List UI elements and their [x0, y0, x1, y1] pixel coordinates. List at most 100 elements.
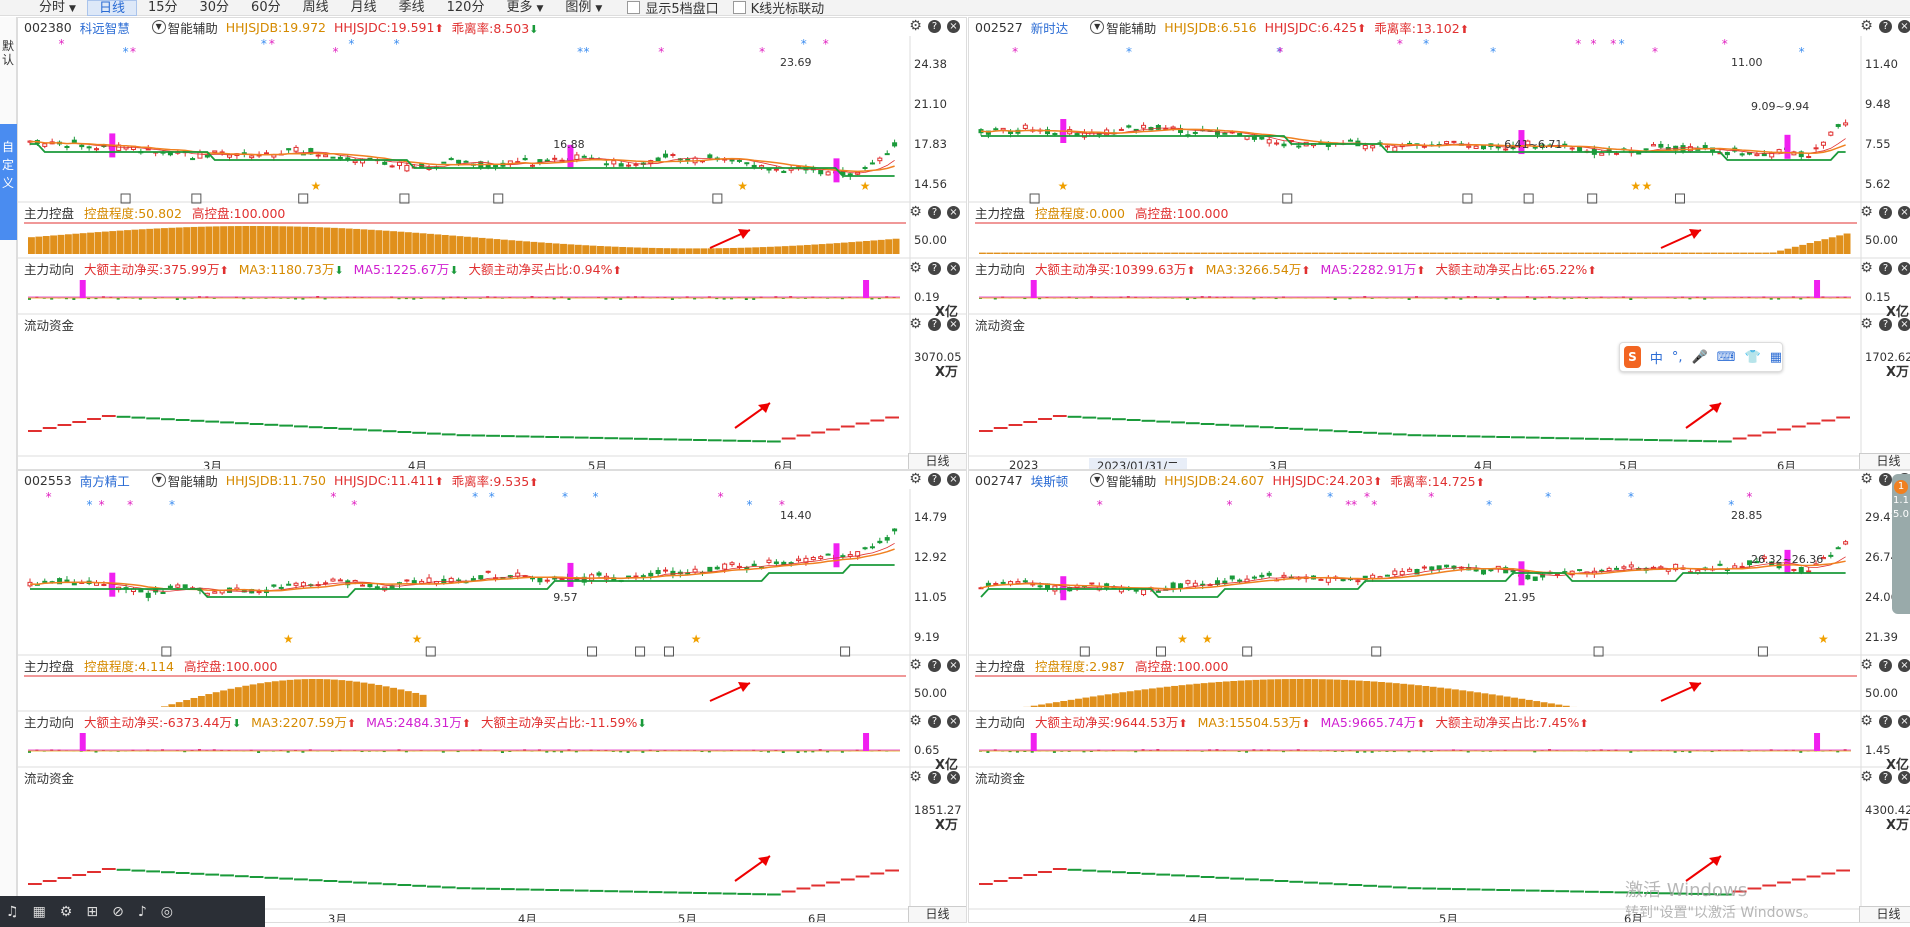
toolbar-item-4[interactable]: 60分: [251, 0, 281, 15]
bell-off-icon[interactable]: ♪: [137, 903, 147, 920]
chart-canvas[interactable]: * * * * * * * * * * * * * * ★ ★ ★ 14.40 9.57: [18, 471, 967, 923]
help-icon[interactable]: ?: [928, 318, 941, 331]
close-icon[interactable]: ×: [1898, 206, 1910, 219]
help-icon[interactable]: ?: [928, 262, 941, 275]
close-icon[interactable]: ×: [1898, 318, 1910, 331]
settings-icon[interactable]: ⚙: [59, 903, 73, 920]
gear-icon[interactable]: ⚙: [909, 316, 922, 332]
close-icon[interactable]: ×: [947, 20, 960, 33]
gear-icon[interactable]: ⚙: [909, 18, 922, 34]
close-icon[interactable]: ×: [1898, 20, 1910, 33]
close-icon[interactable]: ×: [1898, 262, 1910, 275]
smart-assist-button[interactable]: ▼ 智能辅助: [1090, 471, 1156, 490]
gear-icon[interactable]: ⚙: [1860, 471, 1873, 487]
toolbar-item-2[interactable]: 15分: [147, 0, 178, 15]
close-icon[interactable]: ×: [947, 715, 960, 728]
toolbar-item-7[interactable]: 季线: [398, 0, 425, 15]
grid-icon[interactable]: ⊞: [86, 903, 99, 920]
gear-icon[interactable]: ⚙: [1860, 769, 1873, 785]
gear-icon[interactable]: ⚙: [1860, 18, 1873, 34]
stock-pane-002380[interactable]: * * * * * * * * * * * * * * ★ ★ ★ 23.69 16.88 002380 科远智慧 ▼ 智能…: [17, 17, 967, 470]
help-icon[interactable]: ?: [1879, 318, 1892, 331]
gear-icon[interactable]: ⚙: [1860, 713, 1873, 729]
toolbar-item-10[interactable]: 图例 ▼: [565, 0, 603, 15]
checkbox-icon[interactable]: [732, 1, 746, 14]
ime-item-4[interactable]: 👕: [1744, 349, 1761, 365]
gear-icon[interactable]: ⚙: [1860, 657, 1873, 673]
calendar-icon[interactable]: ▦: [32, 903, 46, 920]
smart-assist-button[interactable]: ▼ 智能辅助: [1090, 18, 1156, 37]
toolbar-item-3[interactable]: 30分: [199, 0, 230, 15]
toolbar-item-8[interactable]: 120分: [446, 0, 485, 15]
smart-assist-button[interactable]: ▼ 智能辅助: [151, 471, 218, 490]
help-icon[interactable]: ?: [1879, 473, 1892, 486]
help-icon[interactable]: ?: [1879, 262, 1892, 275]
gear-icon[interactable]: ⚙: [909, 204, 922, 220]
help-icon[interactable]: ?: [928, 771, 941, 784]
ime-item-1[interactable]: °,: [1671, 349, 1683, 365]
ime-item-2[interactable]: 🎤: [1691, 349, 1708, 365]
help-icon[interactable]: ?: [928, 206, 941, 219]
toolbar-item-9[interactable]: 更多 ▼: [506, 0, 544, 15]
custom-tab[interactable]: 自定义: [0, 124, 17, 240]
close-icon[interactable]: ×: [1898, 771, 1910, 784]
music-icon[interactable]: ♫: [6, 903, 19, 920]
period-button[interactable]: 日线: [908, 453, 966, 469]
toolbar-checkbox-1[interactable]: 显示5档盘口: [627, 0, 719, 17]
gear-icon[interactable]: ⚙: [1860, 204, 1873, 220]
help-icon[interactable]: ?: [928, 473, 941, 486]
close-icon[interactable]: ×: [947, 262, 960, 275]
gear-icon[interactable]: ⚙: [909, 260, 922, 276]
stock-pane-002527[interactable]: * * * * * * * * * * * * * * ★ ★ ★ 11.00 6.41~6.71 9.09~9.94…: [968, 17, 1910, 470]
period-button[interactable]: 日线: [1859, 906, 1910, 922]
gear-icon[interactable]: ⚙: [909, 769, 922, 785]
help-icon[interactable]: ?: [928, 20, 941, 33]
toolbar-checkbox-2[interactable]: K线光标联动: [732, 0, 824, 17]
ime-item-5[interactable]: ▦: [1769, 349, 1782, 365]
help-icon[interactable]: ?: [1879, 715, 1892, 728]
close-icon[interactable]: ×: [947, 473, 960, 486]
period-button[interactable]: 日线: [908, 906, 966, 922]
default-tab[interactable]: 默认: [2, 39, 15, 67]
close-icon[interactable]: ×: [1898, 715, 1910, 728]
stock-name[interactable]: 科远智慧: [79, 20, 130, 36]
toolbar-item-1[interactable]: 日线: [86, 0, 137, 16]
checkbox-icon[interactable]: [627, 1, 641, 14]
smart-assist-button[interactable]: ▼ 智能辅助: [151, 18, 218, 37]
side-badge[interactable]: 1 1.1 5.0: [1892, 474, 1910, 614]
close-icon[interactable]: ×: [947, 659, 960, 672]
gear-icon[interactable]: ⚙: [1860, 260, 1873, 276]
stock-name[interactable]: 埃斯顿: [1030, 473, 1069, 489]
gear-icon[interactable]: ⚙: [1860, 316, 1873, 332]
help-icon[interactable]: ?: [928, 715, 941, 728]
help-icon[interactable]: ?: [1879, 659, 1892, 672]
eye-off-icon[interactable]: ⊘: [112, 903, 124, 920]
help-icon[interactable]: ?: [1879, 771, 1892, 784]
help-icon[interactable]: ?: [1879, 206, 1892, 219]
toolbar-item-5[interactable]: 周线: [302, 0, 329, 15]
ime-toolbar[interactable]: S 中 °, 🎤 ⌨ 👕 ▦: [1619, 342, 1783, 372]
stock-pane-002747[interactable]: * * * * * * * * * * * * * * ★ ★ ★ 28.85 21.95 26.32~26.36 00…: [968, 470, 1910, 923]
stock-pane-002553[interactable]: * * * * * * * * * * * * * * ★ ★ ★ 14.40 9.57 002553 南方精工 ▼ 智能辅…: [17, 470, 967, 923]
ime-item-3[interactable]: ⌨: [1716, 349, 1736, 365]
stock-name[interactable]: 新时达: [1030, 20, 1069, 36]
period-button[interactable]: 日线: [1859, 453, 1910, 469]
gear-icon[interactable]: ⚙: [909, 657, 922, 673]
toolbar-item-6[interactable]: 月线: [350, 0, 377, 15]
close-icon[interactable]: ×: [1898, 659, 1910, 672]
stock-name[interactable]: 南方精工: [79, 473, 130, 489]
chart-canvas[interactable]: **************★★★11.006.41~6.719.09~9.94: [969, 18, 1910, 470]
help-icon[interactable]: ?: [1879, 20, 1892, 33]
sogou-logo-icon[interactable]: S: [1624, 346, 1641, 368]
gear-icon[interactable]: ⚙: [909, 713, 922, 729]
gear-icon[interactable]: ⚙: [909, 471, 922, 487]
close-icon[interactable]: ×: [947, 206, 960, 219]
toolbar-item-0[interactable]: 分时 ▼: [39, 0, 76, 15]
help-icon[interactable]: ?: [928, 659, 941, 672]
ime-item-0[interactable]: 中: [1649, 351, 1663, 367]
close-icon[interactable]: ×: [947, 318, 960, 331]
wifi-icon[interactable]: ◎: [160, 903, 173, 920]
close-icon[interactable]: ×: [947, 771, 960, 784]
